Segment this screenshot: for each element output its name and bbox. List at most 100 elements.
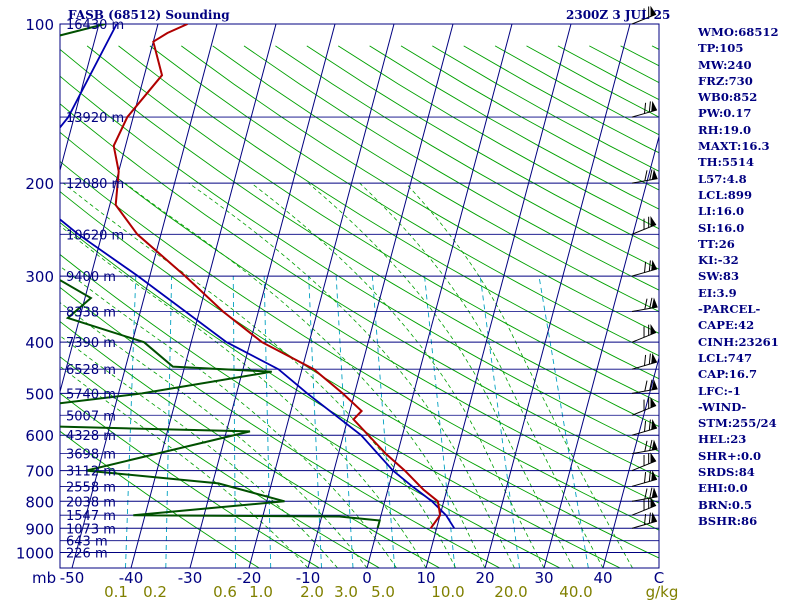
wind-barb-flag [643,513,647,525]
mixing-ratio-line [165,276,173,568]
wind-barb [631,487,658,502]
isotherm-line [366,24,513,568]
moist-adiabat-line [60,301,368,568]
moist-adiabat-line [60,335,338,568]
sounding-index: SW:83 [698,269,740,284]
dry-adiabat-line [60,160,659,531]
dry-adiabat-line [243,45,659,291]
height-label: 8338 m [66,306,116,321]
pressure-tick-label: 600 [25,427,54,445]
isotherm-line [425,24,572,568]
mixing-ratio-tick-label: 1.0 [249,583,273,600]
height-label: 1073 m [66,522,116,537]
isotherm-line [0,24,40,568]
wind-barb-pennant [650,216,657,227]
dry-adiabat-line [60,392,320,568]
pressure-tick-label: 100 [25,16,54,34]
mixing-ratio-line [125,276,137,568]
wind-barb-pennant [651,297,658,309]
sounding-index: CAP:16.7 [698,367,758,382]
pressure-tick-label: 300 [25,268,54,286]
height-label: 12080 m [66,177,124,192]
temperature-tick-label: 20 [475,569,494,587]
wind-barb [631,470,658,487]
height-label: 10620 m [66,228,124,243]
wind-barb-flag [648,353,651,365]
isotherm-line [543,134,659,568]
height-label: 3112 m [66,465,116,480]
pressure-tick-label: 1000 [16,545,54,563]
mixing-ratio-line [308,276,322,568]
wind-barb-flag [648,470,651,482]
height-label: 1547 m [66,509,116,524]
wind-barb-staff [631,361,658,370]
wind-barb [631,100,658,118]
temperature-tick-label: 0 [362,569,372,587]
sounding-index: L57:4.8 [698,171,747,186]
dry-adiabat-line [181,45,659,334]
wind-barb-flag [648,101,651,113]
wind-barb [631,496,657,516]
sounding-index: LCL:899 [698,187,753,202]
moist-adiabats [60,182,633,568]
wind-barb-flag [644,440,648,452]
sounding-index: LCL:747 [698,350,753,365]
moist-adiabat-line [60,225,427,568]
wind-barb-flag [649,169,653,181]
mixing-ratio-unit-label: g/kg [646,583,679,600]
sounding-index: WB0:852 [698,90,758,105]
moist-adiabat-line [124,182,486,568]
dry-adiabat-line [275,45,659,270]
temperature-tick-label: -50 [60,569,85,587]
dry-adiabat-line [60,75,659,452]
wind-barb-flag [648,397,650,409]
mixing-ratio-tick-label: 40.0 [559,583,592,600]
wind-barb-flag [643,472,647,483]
sounding-index: SHR+:0.0 [698,448,762,463]
wind-barb-flag [643,218,645,230]
wind-barb [631,439,658,455]
mixing-ratio-tick-label: 0.6 [213,583,237,600]
height-label: 2038 m [66,495,116,510]
temperature-tick-label: -40 [119,569,144,587]
sounding-index: -PARCEL- [698,302,761,317]
sounding-index: EHI:0.0 [698,481,748,496]
moist-adiabat-line [308,182,574,568]
wind-barb-flag [648,6,650,18]
pressure-tick-label: 700 [25,463,54,481]
isotherm-line [71,24,218,568]
height-label: 6528 m [66,363,116,378]
isotherm-line [307,24,454,568]
wind-barb-staff [631,478,658,487]
sounding-title: FASB (68512) Sounding [68,8,230,22]
wind-barbs [631,5,658,529]
dewpoint-trace [60,24,381,529]
mixing-ratio-tick-label: 10.0 [431,583,464,600]
sounding-index: LI:16.0 [698,204,745,219]
wind-barb-flag [644,298,648,310]
temperature-unit-label: C [654,569,664,587]
wind-barb-flag [643,102,647,114]
wind-barb-flag [644,488,648,500]
dry-adiabat-line [60,253,561,568]
moist-adiabat-line [405,182,633,568]
wind-barb-flag [643,261,647,273]
wind-barb-flag [643,454,645,466]
dry-adiabat-line [60,103,659,478]
sounding-index: FRZ:730 [698,73,753,88]
wind-barb-flag [649,379,653,391]
pressure-tick-label: 900 [25,520,54,538]
mixing-ratio-tick-label: 20.0 [494,583,527,600]
sounding-index: TT:26 [698,236,735,251]
wind-barb-flag [648,260,651,272]
wind-barb-pennant [651,259,657,271]
dry-adiabat-line [212,45,659,312]
sounding-index: EI:3.9 [698,285,737,300]
temperature-tick-label: -30 [178,569,203,587]
plot-frame [59,23,660,569]
height-label: 16430 m [66,18,124,33]
wind-barb-pennant [651,439,658,451]
sounding-index: TP:105 [698,41,744,56]
sounding-index: BRN:0.5 [698,497,753,512]
